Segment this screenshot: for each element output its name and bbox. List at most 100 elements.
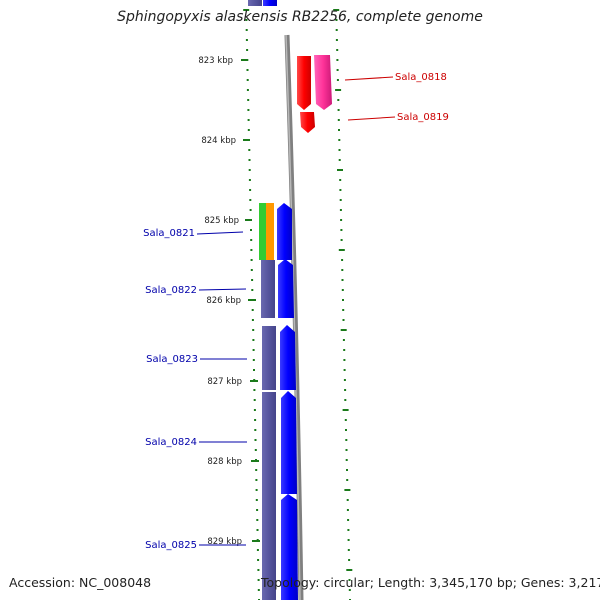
scale-dot (248, 179, 251, 181)
gene-arrow[interactable] (280, 325, 296, 390)
tick-label: 823 kbp (198, 56, 233, 66)
scale-dot (338, 159, 341, 161)
gene-label-sala-0823[interactable]: Sala_0823 (146, 354, 247, 365)
tick-label: 827 kbp (207, 377, 242, 387)
scale-dot (336, 79, 339, 81)
scale-dot (256, 509, 259, 511)
gene-arrow[interactable] (277, 203, 292, 260)
scale-dot (339, 189, 342, 191)
scale-dot (343, 349, 346, 351)
gene-label-sala-0825[interactable]: Sala_0825 (145, 540, 246, 551)
gene-box[interactable] (262, 326, 276, 390)
scale-dot (250, 239, 253, 241)
scale-dot (245, 29, 248, 31)
scale-dot (341, 259, 344, 261)
gene-arrow[interactable] (278, 259, 294, 318)
scale-dot (337, 109, 340, 111)
gene-arrow[interactable] (314, 55, 332, 110)
gene-arrow[interactable] (300, 112, 315, 133)
scale-dot (255, 499, 258, 501)
scale-dot (251, 309, 254, 311)
gene-sala-0822[interactable] (261, 259, 294, 318)
gene-label-text[interactable]: Sala_0821 (143, 228, 195, 239)
scale-dot (336, 69, 339, 71)
scale-dot (249, 209, 252, 211)
scale-dot (246, 79, 249, 81)
gene-label-text[interactable]: Sala_0825 (145, 540, 197, 551)
gene-arrow[interactable] (281, 391, 297, 494)
gene-sala-0825[interactable] (262, 494, 298, 600)
scale-dot (248, 159, 251, 161)
scale-dot (252, 359, 255, 361)
scale-dot (340, 229, 343, 231)
scale-dots-right (333, 9, 353, 600)
gene-arrow[interactable] (297, 56, 311, 110)
scale-dot (341, 289, 344, 291)
scale-dot (341, 279, 344, 281)
gene-box[interactable] (262, 392, 276, 500)
scale-dot (337, 99, 340, 101)
scale-dot (346, 499, 349, 501)
top-gene-fragment (248, 0, 262, 6)
scale-dot (337, 169, 343, 171)
gene-label-sala-0822[interactable]: Sala_0822 (145, 285, 247, 296)
scale-dot (333, 9, 340, 11)
gene-label-text[interactable]: Sala_0818 (395, 72, 447, 83)
scale-dot (247, 129, 250, 131)
scale-dot (253, 369, 255, 371)
gene-label-sala-0818[interactable]: Sala_0818 (344, 72, 447, 83)
scale-dot (255, 469, 258, 471)
scale-dot (257, 579, 260, 581)
gene-label-text[interactable]: Sala_0824 (145, 437, 197, 448)
top-gene-fragment (263, 0, 277, 6)
scale-dot (344, 419, 347, 421)
gene-label-sala-0819[interactable]: Sala_0819 (347, 112, 449, 123)
gene-box-green[interactable] (259, 203, 266, 260)
scale-dot (246, 49, 249, 51)
gene-sala-0823[interactable] (262, 325, 296, 390)
scale-dot (254, 449, 257, 451)
tick-828: 828 kbp (207, 457, 259, 467)
scale-dot (346, 509, 349, 511)
gene-label-text[interactable]: Sala_0823 (146, 354, 198, 365)
scale-dot (346, 469, 348, 471)
tick-825: 825 kbp (204, 216, 252, 226)
scale-dot (342, 319, 345, 321)
scale-dot (253, 409, 256, 411)
scale-dot (345, 459, 348, 461)
gene-box[interactable] (261, 260, 275, 318)
scale-dot (254, 429, 257, 431)
gene-label-text[interactable]: Sala_0822 (145, 285, 197, 296)
scale-dot (343, 369, 346, 371)
scale-dot (252, 349, 255, 351)
tick-label: 826 kbp (206, 296, 241, 306)
scale-dot (348, 589, 351, 591)
gene-sala-0819[interactable] (300, 112, 315, 133)
scale-dot (347, 539, 350, 541)
gene-label-text[interactable]: Sala_0819 (397, 112, 449, 123)
gene-arrow[interactable] (281, 494, 298, 600)
gene-label-sala-0824[interactable]: Sala_0824 (145, 437, 247, 448)
tick-827: 827 kbp (207, 377, 258, 387)
scale-dot (341, 269, 344, 271)
gene-sala-0821[interactable] (259, 203, 292, 260)
scale-dot (347, 529, 350, 531)
scale-dot (346, 569, 353, 571)
scale-dot (345, 429, 347, 431)
map-title: Sphingopyxis alaskensis RB2256, complete… (117, 9, 483, 25)
scale-dot (243, 9, 250, 11)
tick-label: 828 kbp (207, 457, 242, 467)
gene-box[interactable] (262, 500, 276, 600)
scale-dot (343, 379, 346, 381)
gene-sala-0818[interactable] (297, 55, 332, 110)
gene-label-sala-0821[interactable]: Sala_0821 (143, 228, 244, 239)
gene-sala-0824[interactable] (262, 391, 297, 500)
scale-dot (247, 119, 250, 121)
scale-dot (344, 489, 351, 491)
scale-dot (345, 449, 348, 451)
gene-box-orange[interactable] (266, 203, 274, 260)
scale-dot (339, 179, 342, 181)
scale-dot (250, 229, 252, 231)
scale-dot (246, 89, 249, 91)
scale-dot (252, 329, 255, 331)
